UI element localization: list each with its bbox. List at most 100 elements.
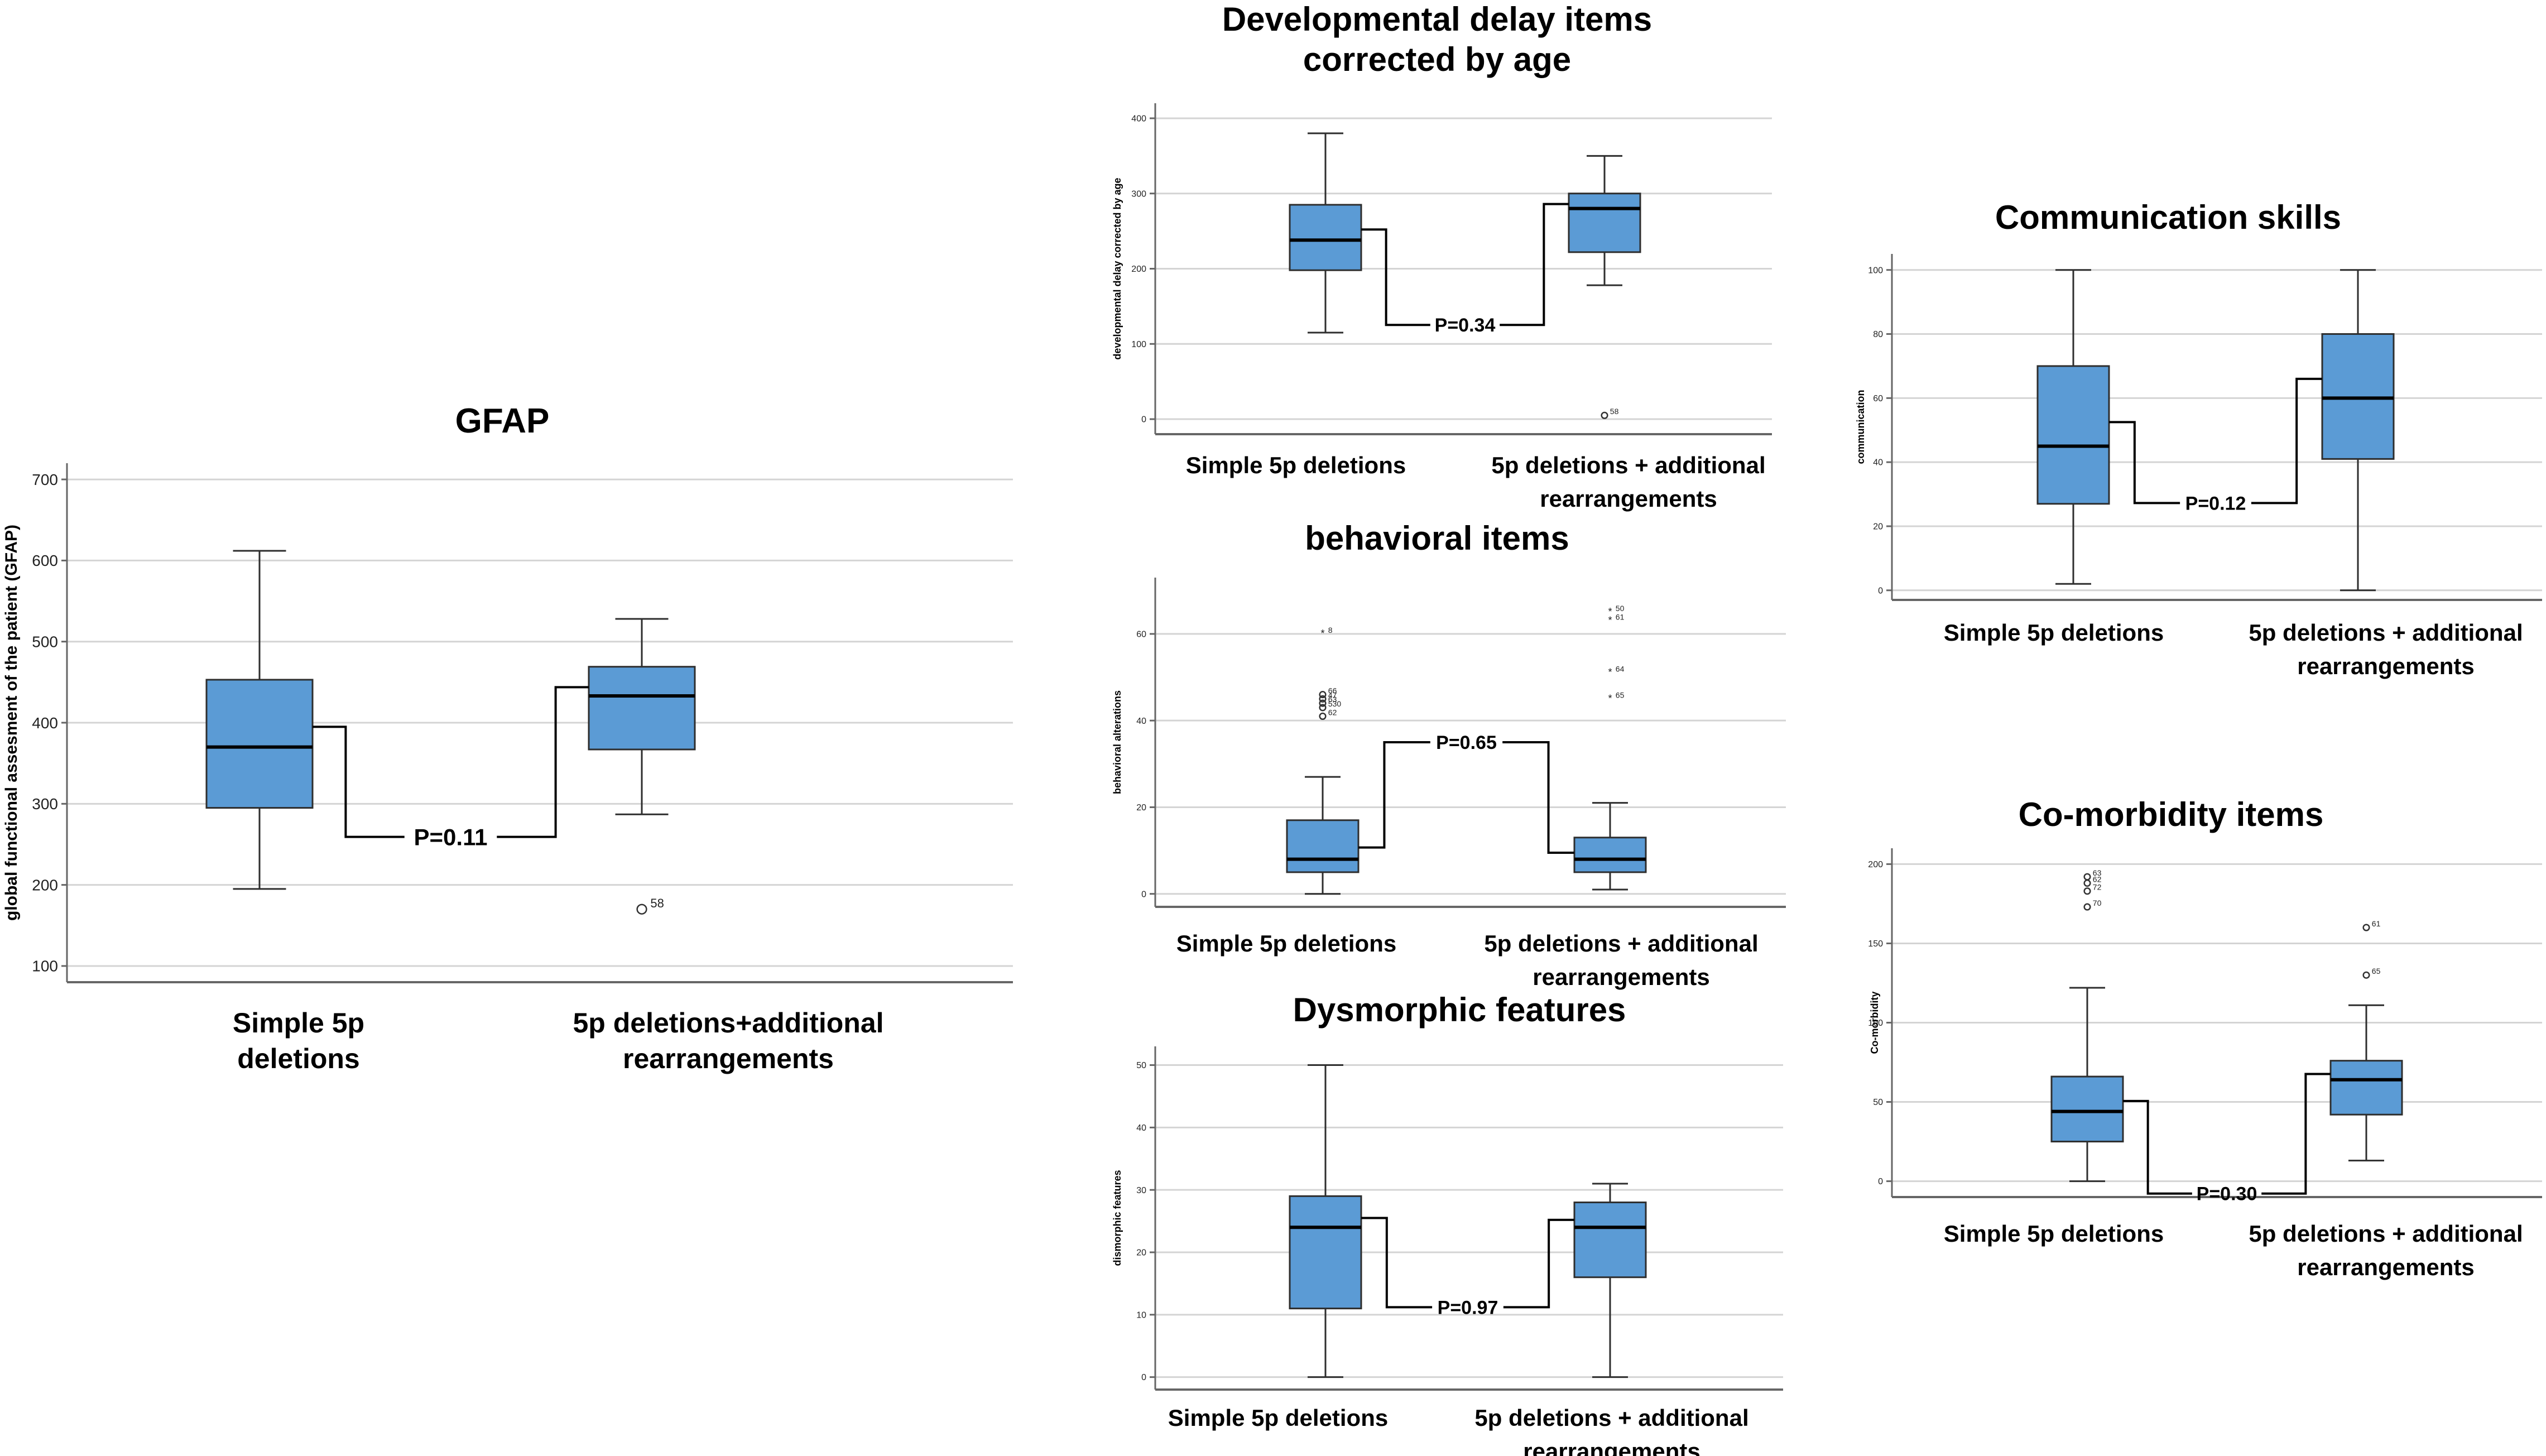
outlier-label: 61 — [1616, 613, 1625, 622]
y-tick-label: 400 — [32, 714, 58, 732]
category-label: Simple 5p deletions — [1186, 452, 1406, 478]
outlier-circle — [1319, 691, 1327, 699]
outlier-label: 70 — [2093, 898, 2102, 907]
chart-title: Developmental delay items — [1222, 1, 1652, 38]
outlier-circle — [2083, 887, 2091, 895]
outlier-circle — [1319, 712, 1327, 720]
box-iqr — [2036, 365, 2110, 505]
y-axis-label: developmental delay corrected by age — [1112, 177, 1123, 359]
y-tick-label: 100 — [1868, 266, 1883, 275]
category-label: Simple 5p — [233, 1007, 364, 1039]
category-label: deletions — [237, 1043, 359, 1074]
category-label: 5p deletions+additional — [573, 1007, 883, 1039]
category-label: rearrangements — [2297, 1254, 2474, 1280]
box-iqr — [2329, 1060, 2403, 1116]
outlier-circle — [2083, 879, 2091, 887]
box-iqr — [1289, 204, 1362, 271]
y-tick-label: 40 — [1873, 458, 1883, 468]
chart-title: behavioral items — [1305, 520, 1569, 557]
p-connector-right — [1502, 741, 1574, 854]
outlier-circle — [1319, 704, 1327, 712]
category-label: rearrangements — [623, 1043, 834, 1074]
y-tick-label: 200 — [1868, 860, 1883, 869]
y-tick-label: 50 — [1136, 1061, 1146, 1070]
category-label: rearrangements — [2297, 653, 2474, 679]
y-tick-label: 40 — [1136, 1123, 1146, 1133]
outlier-circle — [2362, 924, 2370, 931]
p-connector-right — [497, 686, 589, 838]
outlier-label: 8 — [1328, 626, 1333, 635]
box-series-2 — [2321, 269, 2395, 592]
category-label: 5p deletions + additional — [1491, 452, 1765, 478]
outlier-label: 63 — [2093, 868, 2102, 877]
y-tick-label: 50 — [1873, 1098, 1883, 1107]
outlier-label: 58 — [650, 896, 664, 910]
p-connector-left — [2123, 1099, 2192, 1195]
category-label: 5p deletions + additional — [2249, 1220, 2523, 1247]
p-value-label: P=0.65 — [1436, 732, 1497, 753]
y-tick-label: 100 — [1868, 1018, 1883, 1028]
box-iqr — [2050, 1075, 2124, 1143]
y-tick-label: 100 — [1131, 340, 1146, 349]
p-value-label: P=0.34 — [1435, 315, 1496, 336]
outlier-circle — [636, 904, 647, 915]
y-tick-label: 30 — [1136, 1186, 1146, 1195]
y-tick-label: 0 — [1878, 586, 1883, 595]
category-label: Simple 5p deletions — [1168, 1405, 1388, 1431]
outlier-label: 47 — [1328, 690, 1337, 699]
y-tick-label: 80 — [1873, 330, 1883, 339]
y-tick-label: 20 — [1136, 803, 1146, 813]
chart-title: Communication skills — [1995, 199, 2341, 236]
category-label: rearrangements — [1540, 486, 1717, 512]
box-series-1 — [1289, 132, 1362, 334]
outlier-circle — [1319, 699, 1327, 707]
chart-comorbidity: Co-morbidity items 0 50 100 150 200 Co-morbidi… — [1868, 796, 2542, 1280]
y-tick-label: 600 — [32, 552, 58, 569]
y-axis-label: Co-morbidity — [1869, 992, 1880, 1054]
p-connector-right — [2261, 1073, 2331, 1195]
chart-title: Co-morbidity items — [2019, 796, 2324, 833]
chart-title: Dysmorphic features — [1293, 991, 1626, 1029]
outlier-label: 50 — [1616, 604, 1625, 613]
p-value-label: P=0.12 — [2185, 493, 2246, 514]
box-series-1 — [205, 550, 314, 890]
chart-gfap: GFAP 100 200 300 400 500 600 700 global function… — [2, 402, 1013, 1074]
p-connector-right — [2251, 377, 2322, 504]
outlier-label: 61 — [2372, 919, 2381, 928]
outlier-star: * — [1608, 606, 1612, 617]
chart-title: corrected by age — [1303, 41, 1571, 78]
p-connector-left — [2109, 421, 2180, 504]
box-series-2: 61 65 — [2329, 919, 2403, 1162]
outlier-star: * — [1608, 667, 1612, 678]
chart-communication: Communication skills 0 20 40 60 80 100 communic… — [1855, 199, 2542, 679]
y-tick-label: 100 — [32, 958, 58, 975]
y-tick-label: 0 — [1141, 890, 1146, 899]
box-iqr — [1573, 837, 1647, 873]
y-axis-label: communication — [1855, 390, 1866, 464]
outlier-label: 65 — [1616, 690, 1625, 699]
y-tick-label: 0 — [1141, 415, 1146, 425]
box-iqr — [205, 679, 314, 809]
outlier-circle — [2083, 873, 2091, 881]
outlier-star: * — [1320, 628, 1324, 639]
box-iqr — [588, 666, 696, 751]
category-label: rearrangements — [1533, 964, 1709, 990]
y-tick-label: 10 — [1136, 1310, 1146, 1320]
box-series-1 — [1289, 1064, 1362, 1378]
y-tick-label: 0 — [1878, 1177, 1883, 1186]
y-tick-label: 300 — [1131, 189, 1146, 199]
outlier-label: 64 — [1616, 665, 1625, 674]
p-connector-right — [1500, 203, 1569, 326]
p-connector-right — [1503, 1218, 1574, 1309]
y-axis-label: global functional assesment of the patie… — [2, 525, 21, 921]
outlier-label: 62 — [2093, 874, 2102, 883]
y-tick-label: 40 — [1136, 717, 1146, 726]
p-value-label: P=0.97 — [1438, 1297, 1498, 1318]
category-label: Simple 5p deletions — [1944, 619, 2164, 646]
y-tick-label: 200 — [32, 876, 58, 893]
outlier-label: 66 — [1328, 686, 1337, 695]
y-tick-label: 0 — [1141, 1373, 1146, 1382]
y-tick-label: 20 — [1136, 1248, 1146, 1258]
